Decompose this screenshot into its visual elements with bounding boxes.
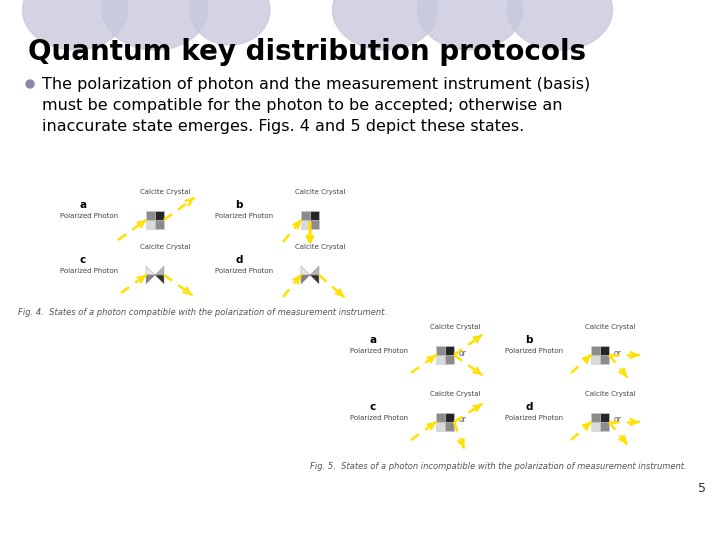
Bar [445,355,454,364]
Text: Polarized Photon: Polarized Photon [215,213,273,219]
Ellipse shape [508,0,613,50]
Bar [436,413,445,422]
Bar [436,346,445,355]
Text: The polarization of photon and the measurement instrument (basis)
must be compat: The polarization of photon and the measu… [42,77,590,134]
Text: or: or [459,348,467,357]
Bar [591,422,600,431]
Text: Polarized Photon: Polarized Photon [60,268,118,274]
Text: Calcite Crystal: Calcite Crystal [295,189,346,195]
Text: d: d [525,402,533,412]
Text: Calcite Crystal: Calcite Crystal [295,244,346,250]
Text: Polarized Photon: Polarized Photon [215,268,273,274]
Ellipse shape [26,80,34,88]
Polygon shape [301,266,310,275]
Ellipse shape [102,0,207,50]
Text: Calcite Crystal: Calcite Crystal [140,244,191,250]
Bar [600,413,609,422]
Bar [146,220,155,229]
Text: Calcite Crystal: Calcite Crystal [140,189,191,195]
Bar [301,220,310,229]
Polygon shape [310,266,319,275]
Text: c: c [370,402,377,412]
Text: or: or [614,415,622,424]
Text: Polarized Photon: Polarized Photon [60,213,118,219]
Polygon shape [301,275,310,284]
Ellipse shape [333,0,438,50]
Bar [600,346,609,355]
Text: Polarized Photon: Polarized Photon [505,415,563,421]
Bar [591,413,600,422]
Polygon shape [155,266,164,275]
Ellipse shape [190,0,270,45]
Text: or: or [459,415,467,424]
Bar [445,422,454,431]
Polygon shape [155,275,164,284]
Text: Polarized Photon: Polarized Photon [350,415,408,421]
Bar [155,211,164,220]
Bar [591,355,600,364]
Text: Calcite Crystal: Calcite Crystal [430,324,480,330]
Text: a: a [370,335,377,345]
Text: d: d [235,255,243,265]
Text: b: b [525,335,533,345]
Bar [310,211,319,220]
Text: b: b [235,200,243,210]
Polygon shape [310,275,319,284]
Bar [436,355,445,364]
Text: a: a [80,200,87,210]
Text: 5: 5 [698,482,706,495]
Bar [436,422,445,431]
Text: or: or [614,348,622,357]
Bar [600,422,609,431]
Bar [155,220,164,229]
Bar [301,211,310,220]
Bar [600,355,609,364]
Text: Polarized Photon: Polarized Photon [350,348,408,354]
Text: Calcite Crystal: Calcite Crystal [585,324,636,330]
Bar [310,220,319,229]
Text: Polarized Photon: Polarized Photon [505,348,563,354]
Text: c: c [80,255,86,265]
Text: Quantum key distribution protocols: Quantum key distribution protocols [28,38,586,66]
Polygon shape [146,266,155,275]
Bar [591,346,600,355]
Ellipse shape [22,0,127,50]
Text: Calcite Crystal: Calcite Crystal [430,391,480,397]
Text: Fig. 5.  States of a photon incompatible with the polarization of measurement in: Fig. 5. States of a photon incompatible … [310,462,687,471]
Ellipse shape [418,0,523,50]
Bar [445,346,454,355]
Text: Calcite Crystal: Calcite Crystal [585,391,636,397]
Text: Fig. 4.  States of a photon compatible with the polarization of measurement inst: Fig. 4. States of a photon compatible wi… [18,308,387,317]
Bar [445,413,454,422]
Bar [146,211,155,220]
Polygon shape [146,275,155,284]
